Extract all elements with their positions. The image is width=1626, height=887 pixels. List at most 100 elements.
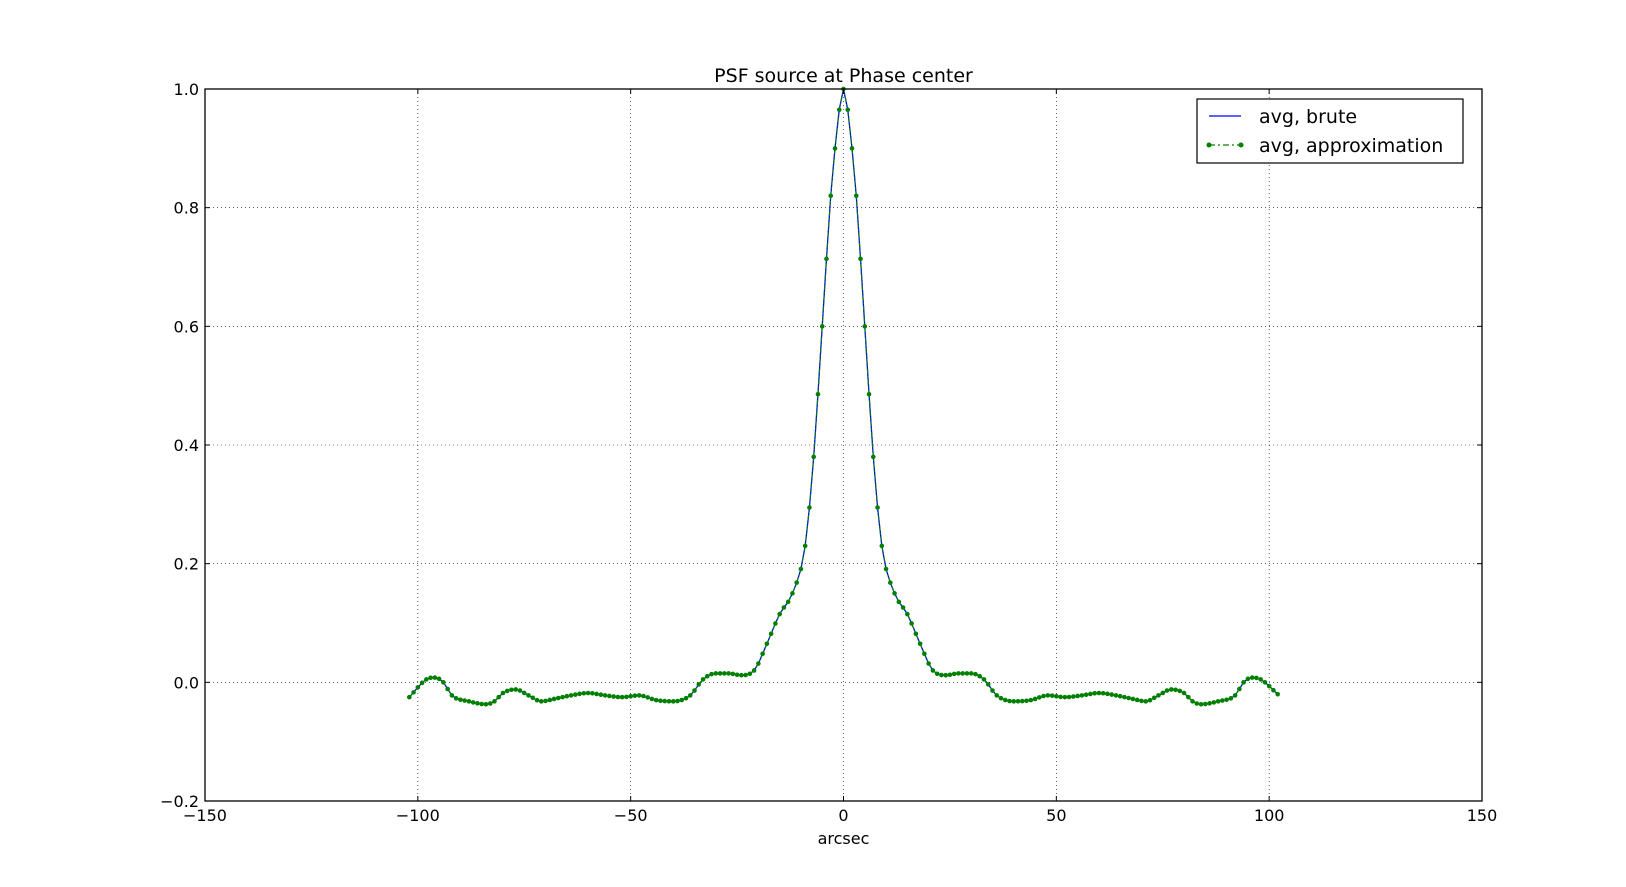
data-point-approximation bbox=[790, 591, 795, 596]
data-point-approximation bbox=[1062, 694, 1068, 700]
data-point-approximation bbox=[424, 677, 429, 682]
data-point-approximation bbox=[760, 651, 765, 657]
data-point-approximation bbox=[739, 672, 744, 678]
data-point-approximation bbox=[1105, 691, 1110, 697]
data-point-approximation bbox=[1228, 696, 1234, 701]
data-point-approximation bbox=[913, 631, 919, 637]
x-tick-label: −50 bbox=[614, 806, 648, 825]
data-point-approximation bbox=[683, 695, 689, 701]
data-point-approximation bbox=[645, 695, 650, 700]
data-point-approximation bbox=[764, 641, 770, 647]
data-point-approximation bbox=[815, 391, 821, 397]
data-point-approximation bbox=[1220, 698, 1225, 703]
data-point-approximation bbox=[1058, 694, 1063, 700]
data-point-approximation bbox=[777, 611, 782, 617]
data-point-approximation bbox=[453, 696, 459, 701]
data-point-approximation bbox=[496, 694, 502, 700]
data-point-approximation bbox=[930, 668, 936, 673]
data-point-approximation bbox=[513, 687, 519, 692]
data-point-approximation bbox=[781, 605, 787, 610]
data-point-approximation bbox=[547, 697, 553, 703]
data-point-approximation bbox=[1032, 696, 1038, 702]
data-point-approximation bbox=[998, 695, 1004, 701]
legend-marker-approximation-left bbox=[1206, 142, 1212, 148]
data-point-approximation bbox=[1194, 701, 1200, 706]
data-point-approximation bbox=[602, 693, 608, 698]
data-point-approximation bbox=[1271, 687, 1276, 693]
data-point-approximation bbox=[704, 673, 710, 679]
data-point-approximation bbox=[670, 699, 676, 704]
data-point-approximation bbox=[577, 691, 582, 697]
data-point-approximation bbox=[636, 693, 642, 698]
data-point-approximation bbox=[1241, 680, 1246, 685]
data-point-approximation bbox=[956, 671, 961, 676]
data-point-approximation bbox=[666, 698, 672, 704]
data-point-approximation bbox=[534, 697, 540, 703]
data-point-approximation bbox=[675, 698, 680, 704]
data-point-approximation bbox=[1011, 699, 1017, 704]
data-point-approximation bbox=[1117, 693, 1123, 699]
data-point-approximation bbox=[905, 611, 910, 617]
data-point-approximation bbox=[968, 671, 974, 676]
data-point-approximation bbox=[1019, 698, 1025, 704]
data-point-approximation bbox=[951, 671, 957, 677]
data-point-approximation bbox=[832, 146, 838, 151]
data-point-approximation bbox=[1007, 698, 1012, 704]
data-point-approximation bbox=[509, 687, 514, 693]
data-point-approximation bbox=[411, 690, 416, 695]
data-point-approximation bbox=[875, 505, 880, 510]
data-point-approximation bbox=[679, 697, 685, 703]
data-point-approximation bbox=[1002, 697, 1008, 703]
data-point-approximation bbox=[1224, 697, 1229, 703]
data-point-approximation bbox=[960, 671, 965, 676]
data-point-approximation bbox=[551, 696, 557, 702]
data-point-approximation bbox=[1113, 693, 1119, 698]
data-point-approximation bbox=[1164, 688, 1170, 693]
data-point-approximation bbox=[896, 599, 902, 605]
data-point-approximation bbox=[1160, 690, 1166, 696]
data-point-approximation bbox=[773, 621, 778, 626]
data-point-approximation bbox=[598, 692, 604, 698]
data-point-approximation bbox=[1203, 701, 1208, 707]
data-point-approximation bbox=[845, 107, 851, 113]
data-point-approximation bbox=[1156, 693, 1161, 698]
data-point-approximation bbox=[1088, 691, 1093, 697]
data-point-approximation bbox=[419, 680, 425, 686]
data-point-approximation bbox=[892, 591, 897, 596]
data-point-approximation bbox=[726, 671, 731, 676]
data-point-approximation bbox=[1054, 693, 1059, 699]
data-point-approximation bbox=[994, 693, 1000, 698]
data-point-approximation bbox=[658, 698, 663, 704]
data-point-approximation bbox=[1037, 695, 1042, 700]
y-tick-label: −0.2 bbox=[160, 792, 199, 811]
data-point-approximation bbox=[1237, 686, 1242, 692]
data-point-approximation bbox=[573, 692, 578, 697]
data-point-approximation bbox=[1041, 693, 1046, 699]
data-point-approximation bbox=[530, 695, 536, 701]
data-point-approximation bbox=[853, 193, 859, 199]
data-point-approximation bbox=[1045, 693, 1051, 698]
y-tick-label: 0.0 bbox=[174, 673, 199, 692]
data-point-approximation bbox=[1177, 688, 1183, 694]
data-point-approximation bbox=[1232, 693, 1238, 698]
data-point-approximation bbox=[964, 671, 970, 676]
data-point-approximation bbox=[1173, 687, 1178, 693]
data-point-approximation bbox=[479, 701, 484, 707]
data-point-approximation bbox=[466, 699, 472, 704]
data-point-approximation bbox=[1079, 693, 1085, 698]
data-point-approximation bbox=[977, 673, 983, 679]
data-point-approximation bbox=[743, 672, 748, 678]
data-point-approximation bbox=[828, 193, 834, 199]
data-point-approximation bbox=[1130, 696, 1136, 702]
data-point-approximation bbox=[611, 694, 616, 699]
data-point-approximation bbox=[653, 697, 659, 703]
data-point-approximation bbox=[585, 690, 591, 696]
data-point-approximation bbox=[470, 700, 476, 705]
data-point-approximation bbox=[1275, 691, 1280, 697]
data-point-approximation bbox=[1096, 690, 1102, 696]
data-point-approximation bbox=[722, 671, 727, 676]
data-point-approximation bbox=[888, 580, 893, 585]
data-point-approximation bbox=[1198, 701, 1204, 707]
data-point-approximation bbox=[696, 682, 702, 687]
